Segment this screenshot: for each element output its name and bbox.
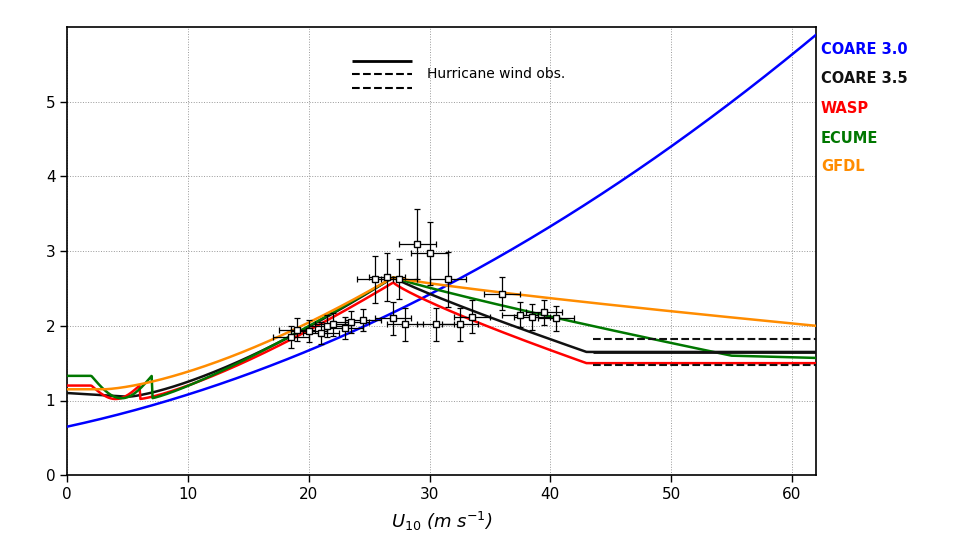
Text: COARE 3.0: COARE 3.0 <box>821 42 907 57</box>
Text: ECUME: ECUME <box>821 131 878 146</box>
Text: COARE 3.5: COARE 3.5 <box>821 71 907 86</box>
X-axis label: $U_{10}$ (m s$^{-1}$): $U_{10}$ (m s$^{-1}$) <box>391 510 492 534</box>
Text: Hurricane wind obs.: Hurricane wind obs. <box>426 67 564 81</box>
Text: GFDL: GFDL <box>821 159 864 174</box>
Text: WASP: WASP <box>821 101 869 116</box>
